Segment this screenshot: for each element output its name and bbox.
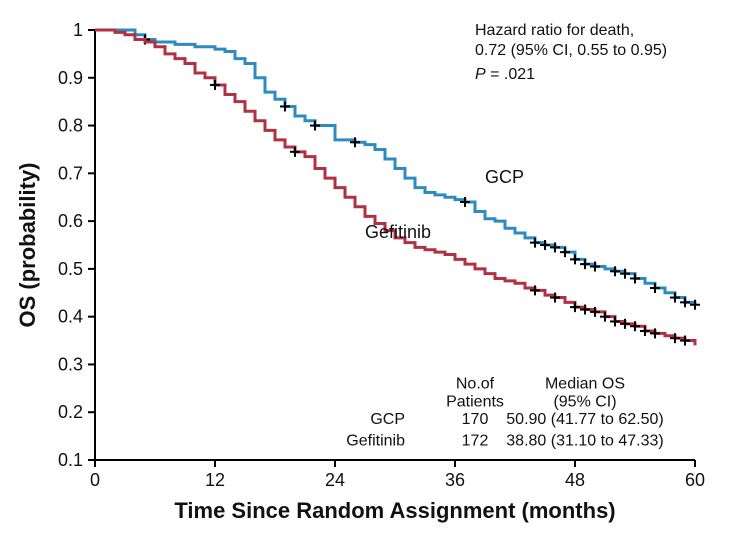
km-curve-gcp	[95, 30, 695, 305]
table-header-median-l1: Median OS	[545, 375, 625, 392]
table-row-median: 38.80 (31.10 to 47.33)	[506, 433, 663, 450]
series-label-gcp: GCP	[485, 167, 524, 187]
x-tick-label: 48	[565, 470, 585, 490]
hazard-ratio-line1: Hazard ratio for death,	[475, 22, 634, 39]
x-axis-title: Time Since Random Assignment (months)	[174, 498, 615, 523]
series-label-gefitinib: Gefitinib	[365, 222, 431, 242]
km-curve-gefitinib	[95, 30, 695, 345]
x-tick-label: 24	[325, 470, 345, 490]
y-tick-label: 0.4	[58, 307, 83, 327]
table-header-median-l2: (95% CI)	[553, 393, 616, 410]
x-tick-label: 0	[90, 470, 100, 490]
hazard-ratio-line2: 0.72 (95% CI, 0.55 to 0.95)	[475, 42, 667, 59]
y-tick-label: 0.9	[58, 68, 83, 88]
table-header-patients-l2: Patients	[446, 393, 504, 410]
chart-container: 0.1 0.2 0.3 0.4 0.5 0.6 0.7 0.8 0.9 1 0 12 24 36 48 60 T…	[0, 0, 748, 545]
y-tick-label: 0.6	[58, 211, 83, 231]
x-tick-label: 60	[685, 470, 705, 490]
table-row-name: GCP	[370, 411, 405, 428]
km-plot-svg: 0.1 0.2 0.3 0.4 0.5 0.6 0.7 0.8 0.9 1 0 12 24 36 48 60 T…	[0, 0, 748, 545]
y-tick-label: 0.8	[58, 116, 83, 136]
y-tick-label: 0.7	[58, 163, 83, 183]
p-value-number: = .021	[486, 66, 535, 83]
table-row-name: Gefitinib	[346, 433, 405, 450]
x-tick-label: 12	[205, 470, 225, 490]
y-tick-label: 0.1	[58, 450, 83, 470]
table-row-median: 50.90 (41.77 to 62.50)	[506, 411, 663, 428]
table-row-patients: 170	[462, 411, 489, 428]
x-tick-label: 36	[445, 470, 465, 490]
table-row-patients: 172	[462, 433, 489, 450]
y-tick-label: 0.2	[58, 402, 83, 422]
y-tick-label: 1	[73, 20, 83, 40]
p-label: P	[475, 66, 486, 83]
table-header-patients-l1: No.of	[456, 375, 495, 392]
y-tick-label: 0.5	[58, 259, 83, 279]
p-value: P = .021	[475, 66, 535, 83]
y-axis-title: OS (probability)	[15, 163, 40, 328]
y-tick-label: 0.3	[58, 354, 83, 374]
